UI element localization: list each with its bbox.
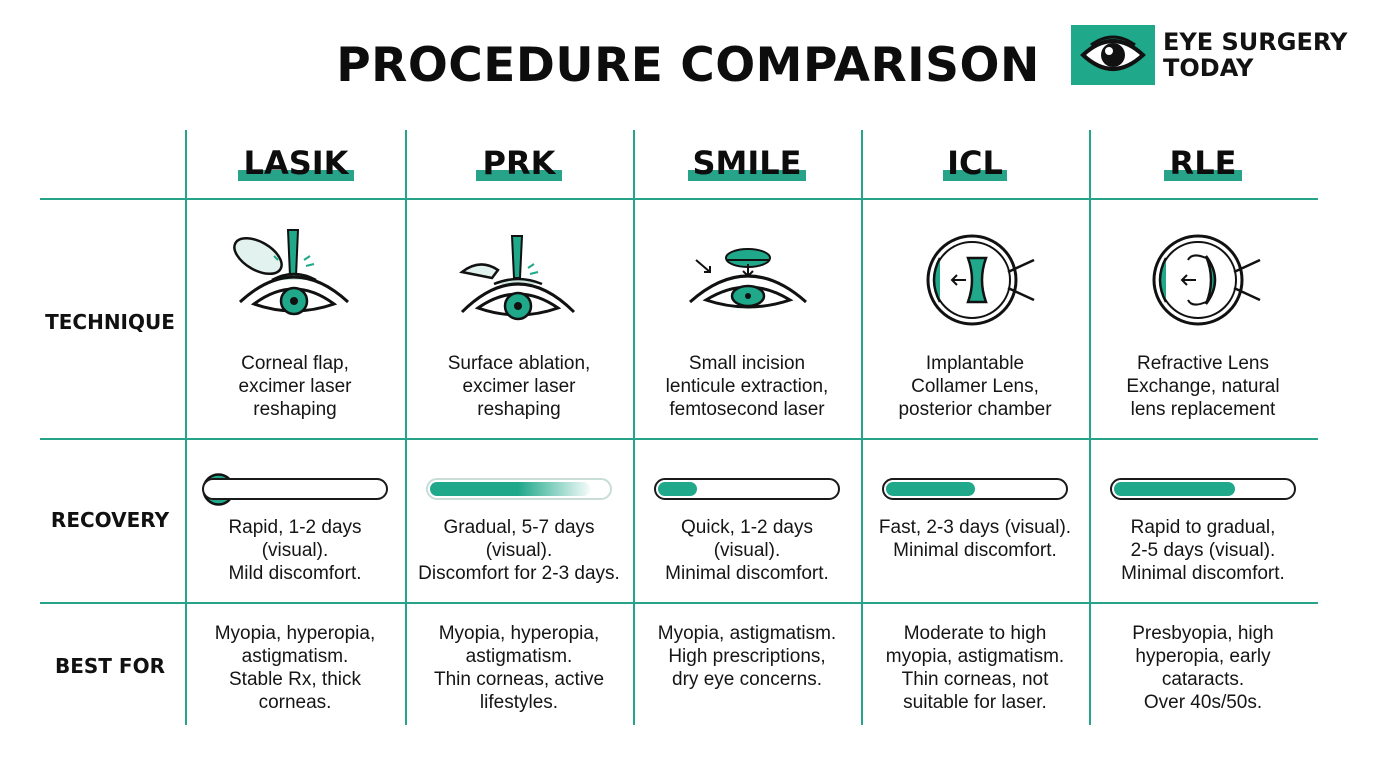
row-label-technique: TECHNIQUE [45,310,175,334]
recovery-bar-fill [1114,482,1236,496]
procedure-name: RLE [1169,144,1237,182]
technique-text-smile: Small incision lenticule extraction, fem… [665,353,829,420]
recovery-bar-fill [430,482,591,496]
best-for-text-rle: Presbyopia, high hyperopia, early catara… [1132,623,1274,713]
recovery-bar-icl [882,478,1068,500]
brand-line-1: EYE SURGERY [1163,28,1348,56]
recovery-text-smile: Quick, 1-2 days (visual). Minimal discom… [665,517,829,584]
recovery-text-prk: Gradual, 5-7 days (visual). Discomfort f… [418,517,620,584]
grid-line-recovery [40,602,1318,604]
technique-text-rle: Refractive Lens Exchange, natural lens r… [1126,353,1280,420]
grid-line-col-4 [861,130,863,725]
row-label-best-for: BEST FOR [55,654,165,678]
grid-line-header [40,198,1318,200]
eye-icon [1080,35,1146,71]
recovery-bar-smile [654,478,840,500]
logo-badge [1071,25,1155,85]
technique-text-lasik: Corneal flap, excimer laser reshaping [238,353,352,420]
recovery-bar-prk [426,478,612,500]
brand-logo: EYE SURGERY TODAY [1071,25,1371,87]
grid-line-col-3 [633,130,635,725]
recovery-bar-rle [1110,478,1296,500]
recovery-text-lasik: Rapid, 1-2 days (visual). Mild discomfor… [228,517,362,584]
page-title: PROCEDURE COMPARISON [336,38,1040,93]
implantable-lens-icon [926,234,1035,326]
technique-text-icl: Implantable Collamer Lens, posterior cha… [898,353,1052,420]
brand-line-2: TODAY [1163,54,1254,82]
col-header-smile: SMILE [647,138,847,188]
grid-line-col-2 [405,130,407,725]
corneal-flap-laser-icon [233,229,350,316]
lenticule-extraction-icon [688,248,808,309]
col-header-prk: PRK [419,138,619,188]
technique-text-prk: Surface ablation, excimer laser reshapin… [447,353,591,420]
col-header-rle: RLE [1103,138,1303,188]
procedure-name: PRK [482,144,556,182]
best-for-text-lasik: Myopia, hyperopia, astigmatism. Stable R… [214,623,376,713]
grid-line-col-1 [185,130,187,725]
recovery-text-rle: Rapid to gradual, 2-5 days (visual). Min… [1121,517,1285,584]
col-header-lasik: LASIK [196,138,396,188]
best-for-text-prk: Myopia, hyperopia, astigmatism. Thin cor… [433,623,605,713]
lens-exchange-icon [1152,234,1261,326]
recovery-bar-fill [886,482,975,496]
procedure-name: SMILE [692,144,802,182]
procedure-name: ICL [947,144,1003,182]
grid-line-col-5 [1089,130,1091,725]
recovery-bar-fill [658,482,698,496]
best-for-text-icl: Moderate to high myopia, astigmatism. Th… [885,623,1065,713]
recovery-bar-lasik [202,478,388,500]
procedure-name: LASIK [243,144,349,182]
recovery-text-icl: Fast, 2-3 days (visual). Minimal discomf… [878,517,1072,561]
best-for-text-smile: Myopia, astigmatism. High prescriptions,… [657,623,837,690]
surface-ablation-icon [459,235,576,321]
row-label-recovery: RECOVERY [50,508,170,532]
col-header-icl: ICL [875,138,1075,188]
grid-line-technique [40,438,1318,440]
